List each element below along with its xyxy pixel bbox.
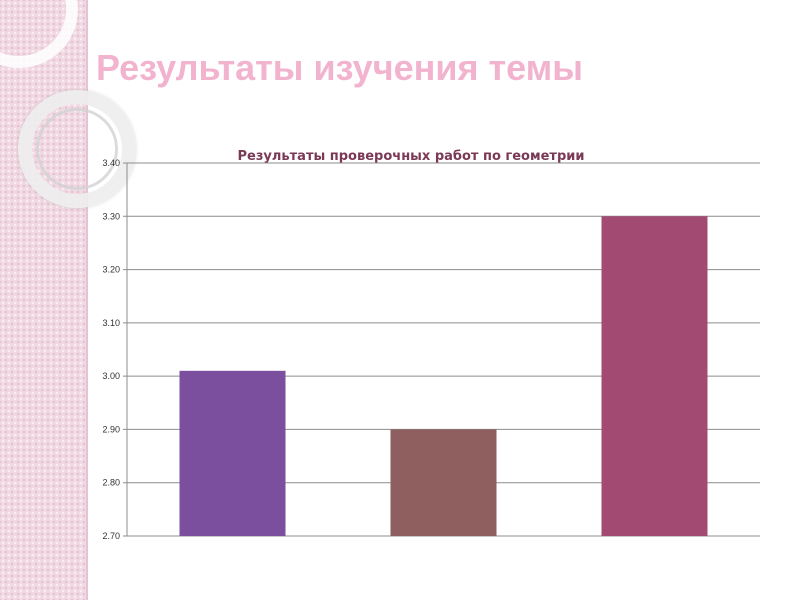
bar-3 [601,216,708,537]
y-tick-label: 3.20 [102,265,120,275]
bars [179,216,708,537]
decorative-ring-inner [36,108,118,190]
chart-title: Результаты проверочных работ по геометри… [238,149,585,164]
y-axis-tick-labels: 2.70 2.80 2.90 3.00 3.10 3.20 3.30 3.40 [102,158,120,541]
y-tick-label: 2.70 [102,531,120,541]
y-tick-label: 2.90 [102,424,120,434]
bar-2 [390,429,497,536]
y-tick-label: 2.80 [102,478,120,488]
y-tick-label: 3.00 [102,371,120,381]
y-tick-label: 3.10 [102,318,120,328]
side-panel-edge [86,0,88,600]
y-tick-label: 3.40 [102,158,120,168]
y-tick-label: 3.30 [102,211,120,221]
slide-title: Результаты изучения темы [96,47,584,88]
bar-1 [179,370,286,536]
